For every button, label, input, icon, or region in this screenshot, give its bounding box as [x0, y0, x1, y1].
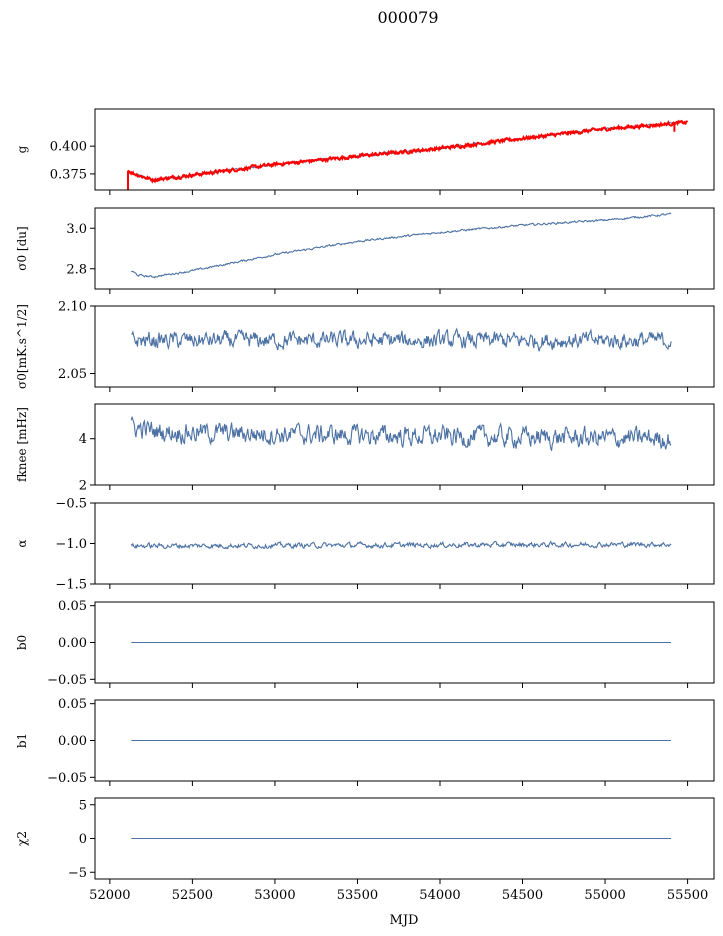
y-axis-label-5: b0 [15, 635, 29, 650]
y-tick-label-6-0: −0.05 [47, 771, 87, 786]
y-tick-label-0-0: 0.375 [50, 167, 87, 182]
y-axis-label-6: b1 [15, 733, 29, 748]
x-tick-label-7: 55500 [667, 888, 708, 903]
y-tick-label-0-1: 0.400 [50, 140, 87, 155]
subplot-7: −5 0 5 52000 52500 53000 53500 54000 54500 55000 5… [15, 797, 715, 903]
y-tick-label-6-1: 0.00 [58, 734, 87, 749]
subplot-1: 2.8 3.0 σ0 [du] [15, 207, 715, 294]
y-tick-label-4-2: −0.5 [55, 497, 87, 512]
subplot-5: −0.05 0.00 0.05 b0 [15, 599, 715, 688]
y-tick-label-4-0: −1.5 [55, 578, 87, 593]
y-tick-label-5-0: −0.05 [47, 673, 87, 688]
x-tick-label-0: 52000 [89, 888, 130, 903]
y-tick-label-3-0: 2 [79, 479, 87, 494]
figure-title: 000079 [377, 8, 438, 27]
y-axis-label-0: g [15, 145, 29, 153]
y-axis-label-3: fknee [mHz] [15, 407, 29, 482]
y-tick-label-1-0: 2.8 [66, 262, 87, 277]
y-axis-label-2: σ0[mK.s^1/2] [15, 304, 29, 389]
y-tick-label-2-1: 2.10 [58, 300, 87, 315]
x-tick-label-5: 54500 [502, 888, 543, 903]
y-tick-label-5-2: 0.05 [58, 599, 87, 614]
y-axis-label-7: χ2 [15, 831, 29, 846]
subplot-0: 0.375 0.400 g [15, 108, 715, 195]
x-tick-label-6: 55000 [584, 888, 625, 903]
axes-frame-1 [94, 207, 715, 290]
y-tick-label-5-1: 0.00 [58, 636, 87, 651]
series-line-4-0 [130, 540, 672, 550]
series-line-2-0 [131, 327, 672, 352]
y-axis-label-1: σ0 [du] [15, 226, 29, 270]
y-axis-label-4: α [15, 539, 29, 547]
axes-frame-2 [94, 305, 715, 388]
y-tick-label-3-1: 4 [79, 432, 87, 447]
series-line-3-0 [130, 416, 672, 451]
y-tick-label-1-1: 3.0 [66, 222, 87, 237]
overlay-line-0 [127, 119, 689, 184]
y-tick-label-2-0: 2.05 [58, 367, 87, 382]
axes-frame-0 [94, 108, 715, 191]
subplot-4: −1.5 −1.0 −0.5 α [15, 497, 715, 593]
subplot-2: 2.05 2.10 σ0[mK.s^1/2] [15, 300, 715, 392]
subplot-3: 2 4 fknee [mHz] [15, 403, 715, 494]
x-tick-label-2: 53000 [254, 888, 295, 903]
y-tick-label-6-2: 0.05 [58, 697, 87, 712]
series-line-1-0 [131, 212, 672, 279]
axes-frame-3 [94, 403, 715, 486]
subplot-6: −0.05 0.00 0.05 b1 [15, 697, 715, 786]
y-tick-label-7-2: 5 [79, 798, 87, 813]
x-tick-label-1: 52500 [172, 888, 213, 903]
y-tick-label-7-0: −5 [68, 866, 87, 881]
y-tick-label-7-1: 0 [79, 832, 87, 847]
x-tick-label-3: 53500 [337, 888, 378, 903]
y-tick-label-4-1: −1.0 [55, 537, 87, 552]
x-axis-label: MJD [390, 913, 419, 928]
x-tick-label-4: 54000 [419, 888, 460, 903]
